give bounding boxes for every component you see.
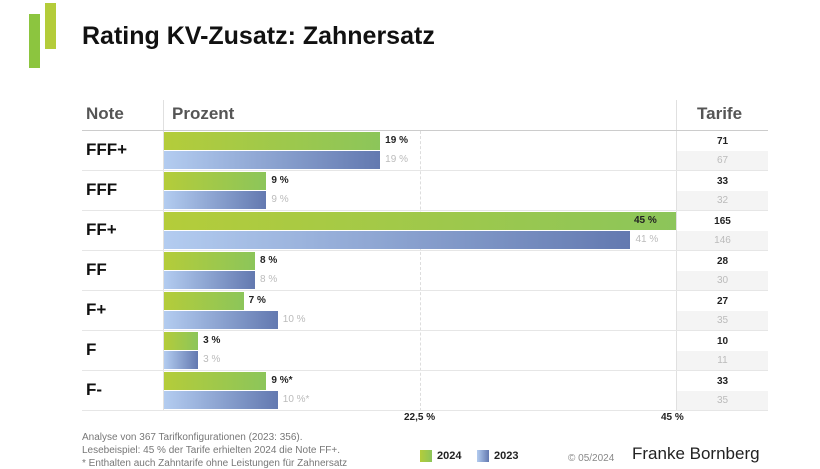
- row-divider: [82, 410, 768, 411]
- bar-2023: [164, 271, 256, 289]
- row-divider: [82, 330, 768, 331]
- legend-label-2023: 2023: [494, 450, 519, 462]
- row-divider: [82, 170, 768, 171]
- tick-label: 45 %: [661, 412, 684, 423]
- copyright: © 05/2024: [568, 453, 615, 464]
- note-label: F+: [86, 300, 107, 319]
- data-label-2024: 19 %: [385, 135, 408, 146]
- note-label: FF+: [86, 220, 117, 239]
- bar-2024: [164, 212, 676, 230]
- header-tarife: Tarife: [697, 104, 743, 123]
- tarife-2023: 35: [677, 311, 768, 330]
- chart-title: Rating KV-Zusatz: Zahnersatz: [82, 22, 435, 50]
- tarife-2024: 10: [716, 336, 729, 347]
- row-divider: [82, 370, 768, 371]
- bar-2024: [164, 292, 244, 310]
- brand-logo: Franke Bornberg: [632, 444, 760, 463]
- bar-2023: [164, 391, 278, 409]
- tarife-2024: 33: [716, 176, 729, 187]
- bar-2024: [164, 132, 381, 150]
- tarife-2023: 11: [677, 351, 768, 370]
- tarife-2023: 35: [677, 391, 768, 410]
- row-divider: [82, 210, 768, 211]
- data-label-2023: 9 %: [271, 194, 289, 205]
- tarife-2023: 67: [677, 151, 768, 170]
- bar-2023: [164, 191, 267, 209]
- note-label: FF: [86, 260, 107, 279]
- tarife-2024: 71: [716, 136, 729, 147]
- bar-2024: [164, 252, 256, 270]
- tarife-2024: 27: [716, 296, 729, 307]
- data-label-2023: 3 %: [203, 354, 221, 365]
- header-note: Note: [86, 104, 124, 123]
- data-label-2024: 7 %: [248, 295, 266, 306]
- bar-2024: [164, 172, 267, 190]
- header-prozent: Prozent: [172, 104, 235, 123]
- tarife-2023: 32: [677, 191, 768, 210]
- bar-2023: [164, 151, 381, 169]
- legend-swatch-2024: [420, 450, 432, 462]
- tarife-2024: 165: [714, 216, 731, 227]
- data-label-2024: 3 %: [203, 335, 221, 346]
- header-line: [82, 130, 768, 131]
- tarife-2023: 146: [677, 231, 768, 250]
- legend-label-2024: 2024: [437, 450, 462, 462]
- col-divider: [163, 100, 164, 411]
- col-divider: [676, 100, 677, 411]
- tarife-2024: 28: [716, 256, 729, 267]
- data-label-2024: 9 %: [271, 175, 289, 186]
- tarife-2023: 30: [677, 271, 768, 290]
- note-label: F: [86, 340, 97, 359]
- legend-swatch-2023: [477, 450, 489, 462]
- note-label: FFF+: [86, 140, 128, 159]
- data-label-2023: 19 %: [385, 154, 408, 165]
- data-label-2023: 10 %*: [282, 394, 310, 405]
- data-label-2023: 8 %: [260, 274, 278, 285]
- data-label-2024: 9 %*: [271, 375, 293, 386]
- footnote-1: Analyse von 367 Tarifkonfigurationen (20…: [82, 432, 303, 443]
- bar-2023: [164, 311, 278, 329]
- row-divider: [82, 290, 768, 291]
- data-label-2023: 41 %: [635, 234, 659, 245]
- tick-label: 22,5 %: [404, 412, 436, 423]
- bar-2023: [164, 231, 631, 249]
- note-label: F-: [86, 380, 103, 399]
- bar-2024: [164, 372, 267, 390]
- row-divider: [82, 250, 768, 251]
- data-label-2023: 10 %: [282, 314, 306, 325]
- data-label-2024: 45 %: [634, 215, 657, 226]
- gridline-22-5: [420, 131, 421, 411]
- data-label-2024: 8 %: [260, 255, 278, 266]
- footnote-3: * Enthalten auch Zahntarife ohne Leistun…: [82, 458, 348, 469]
- bar-2023: [164, 351, 199, 369]
- tarife-2024: 33: [716, 376, 729, 387]
- bar-2024: [164, 332, 199, 350]
- footnote-2: Lesebeispiel: 45 % der Tarife erhielten …: [82, 445, 341, 456]
- note-label: FFF: [86, 180, 118, 199]
